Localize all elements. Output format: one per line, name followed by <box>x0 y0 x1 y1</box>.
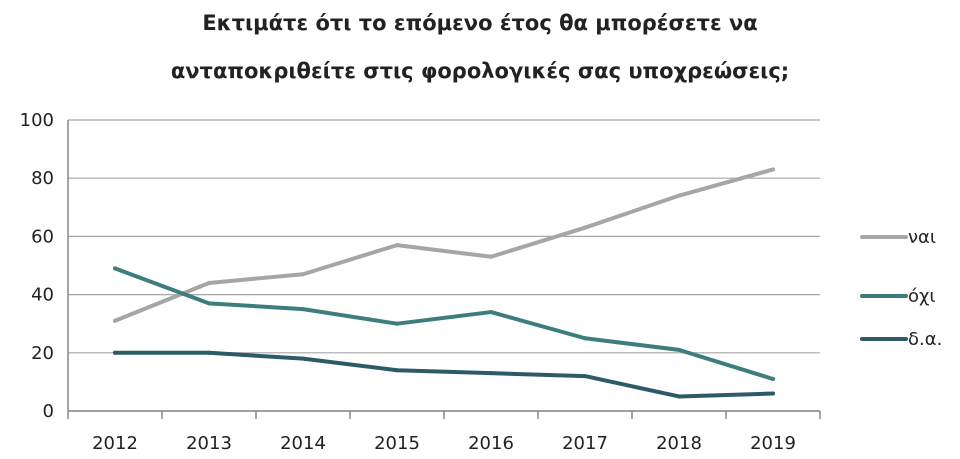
series-line-1 <box>115 268 773 379</box>
data-point <box>207 351 211 355</box>
data-point <box>301 357 305 361</box>
x-tick-label: 2015 <box>374 433 420 454</box>
x-axis: 2012 2013 2014 2015 2016 2017 2018 2019 <box>68 411 820 454</box>
y-tick-label: 60 <box>31 226 54 247</box>
data-point <box>395 368 399 372</box>
x-tick-label: 2013 <box>186 433 232 454</box>
data-point <box>583 336 587 340</box>
y-tick-label: 0 <box>43 401 54 422</box>
x-tick-label: 2019 <box>750 433 796 454</box>
legend-label-1: όχι <box>908 286 936 307</box>
y-tick-label: 40 <box>31 285 54 306</box>
data-point <box>677 394 681 398</box>
data-point <box>207 301 211 305</box>
chart-title-line-2: ανταποκριθείτε στις φορολογικές σας υποχ… <box>171 59 789 83</box>
data-point <box>489 371 493 375</box>
data-point <box>489 310 493 314</box>
data-point <box>395 243 399 247</box>
data-point <box>207 281 211 285</box>
y-axis: 0 20 40 60 80 100 <box>20 110 68 422</box>
x-tick-label: 2017 <box>562 433 608 454</box>
x-tick-label: 2012 <box>92 433 138 454</box>
data-point <box>113 351 117 355</box>
data-point <box>301 272 305 276</box>
series-lines <box>113 167 775 398</box>
data-point <box>395 322 399 326</box>
y-tick-label: 20 <box>31 343 54 364</box>
x-tick-label: 2014 <box>280 433 326 454</box>
chart-title-line-1: Εκτιμάτε ότι το επόμενο έτος θα μπορέσετ… <box>202 11 757 35</box>
series-line-0 <box>115 169 773 320</box>
data-point <box>771 392 775 396</box>
chart-title: Εκτιμάτε ότι το επόμενο έτος θα μπορέσετ… <box>171 11 789 83</box>
data-point <box>771 167 775 171</box>
x-tick-label: 2018 <box>656 433 702 454</box>
data-point <box>489 255 493 259</box>
legend-label-0: ναι <box>908 227 936 248</box>
data-point <box>771 377 775 381</box>
x-tick-label: 2016 <box>468 433 514 454</box>
data-point <box>113 266 117 270</box>
data-point <box>677 194 681 198</box>
legend: ναι όχι δ.α. <box>862 227 942 350</box>
data-point <box>583 374 587 378</box>
legend-label-2: δ.α. <box>908 329 942 350</box>
data-point <box>583 226 587 230</box>
data-point <box>113 319 117 323</box>
data-point <box>301 307 305 311</box>
y-tick-label: 100 <box>20 110 54 131</box>
y-tick-label: 80 <box>31 168 54 189</box>
data-point <box>677 348 681 352</box>
series-line-2 <box>115 353 773 397</box>
